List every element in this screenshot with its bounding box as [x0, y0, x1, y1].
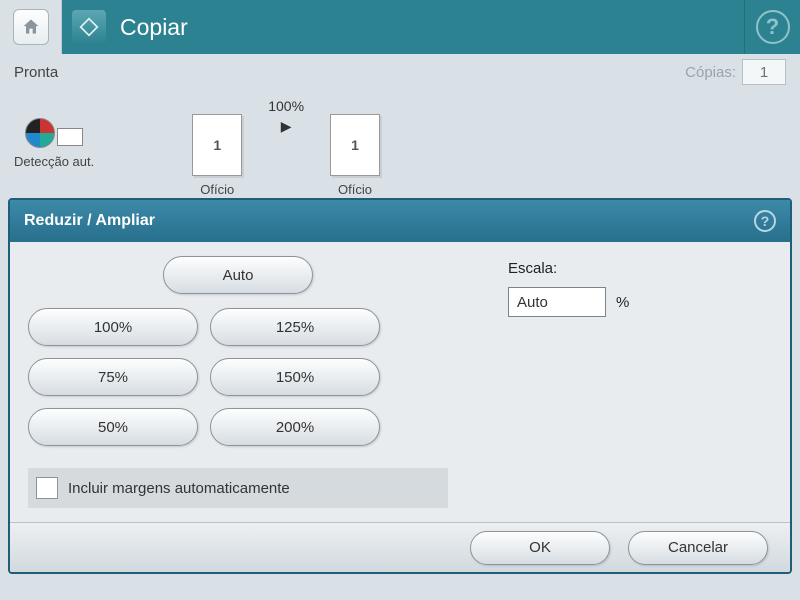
preset-100-button[interactable]: 100%: [28, 308, 198, 346]
preset-50-button[interactable]: 50%: [28, 408, 198, 446]
ok-button[interactable]: OK: [470, 531, 610, 565]
source-paper-label: Ofício: [200, 182, 234, 197]
title-area: Copiar: [62, 0, 744, 54]
status-text: Pronta: [14, 64, 58, 81]
detect-label: Detecção aut.: [14, 154, 94, 169]
paper-icon: [330, 114, 380, 176]
scale-label: Escala:: [508, 260, 629, 277]
top-bar: Copiar ?: [0, 0, 800, 54]
include-margins-row[interactable]: Incluir margens automaticamente: [28, 468, 448, 508]
include-margins-label: Incluir margens automaticamente: [68, 480, 290, 497]
scale-unit: %: [616, 294, 629, 311]
preset-label: 75%: [98, 369, 128, 386]
include-margins-checkbox[interactable]: [36, 477, 58, 499]
dialog-footer: OK Cancelar: [10, 522, 790, 572]
dialog-help-button[interactable]: ?: [754, 210, 776, 232]
help-button[interactable]: ?: [744, 0, 800, 54]
preset-125-button[interactable]: 125%: [210, 308, 380, 346]
dialog-title: Reduzir / Ampliar: [24, 212, 155, 230]
target-paper[interactable]: Ofício: [330, 114, 380, 197]
dialog-header: Reduzir / Ampliar ?: [10, 200, 790, 242]
reduce-enlarge-dialog: Reduzir / Ampliar ? Auto 100% 125% 75% 1…: [8, 198, 792, 574]
auto-button[interactable]: Auto: [163, 256, 313, 294]
source-paper[interactable]: Ofício: [192, 114, 242, 197]
scale-indicator: 100% ▶: [268, 98, 304, 135]
dialog-body: Auto 100% 125% 75% 150% 50% 200% Incluir…: [10, 242, 790, 522]
status-row: Pronta Cópias: 1: [0, 54, 800, 90]
preset-label: 125%: [276, 319, 314, 336]
home-icon: [13, 9, 49, 45]
preview-row: Detecção aut. Ofício 100% ▶ Ofício: [0, 90, 800, 198]
paper-icon: [192, 114, 242, 176]
cancel-button[interactable]: Cancelar: [628, 531, 768, 565]
page-title: Copiar: [120, 14, 188, 41]
preset-75-button[interactable]: 75%: [28, 358, 198, 396]
preset-label: 200%: [276, 419, 314, 436]
preset-200-button[interactable]: 200%: [210, 408, 380, 446]
ok-button-label: OK: [529, 539, 551, 556]
home-button[interactable]: [0, 0, 62, 54]
auto-button-label: Auto: [223, 267, 254, 284]
copies-value: 1: [760, 64, 768, 81]
arrow-right-icon: ▶: [281, 118, 292, 135]
color-detect-block[interactable]: Detecção aut.: [14, 118, 94, 169]
scale-value: Auto: [517, 294, 548, 311]
target-paper-label: Ofício: [338, 182, 372, 197]
preset-label: 100%: [94, 319, 132, 336]
preset-label: 50%: [98, 419, 128, 436]
cancel-button-label: Cancelar: [668, 539, 728, 556]
copies-label: Cópias:: [685, 64, 736, 81]
preset-150-button[interactable]: 150%: [210, 358, 380, 396]
scale-pct: 100%: [268, 98, 304, 114]
preset-label: 150%: [276, 369, 314, 386]
start-icon[interactable]: [72, 10, 106, 44]
help-icon: ?: [756, 10, 790, 44]
copies-input[interactable]: 1: [742, 59, 786, 85]
color-detect-icon: [25, 118, 83, 148]
scale-input[interactable]: Auto: [508, 287, 606, 317]
